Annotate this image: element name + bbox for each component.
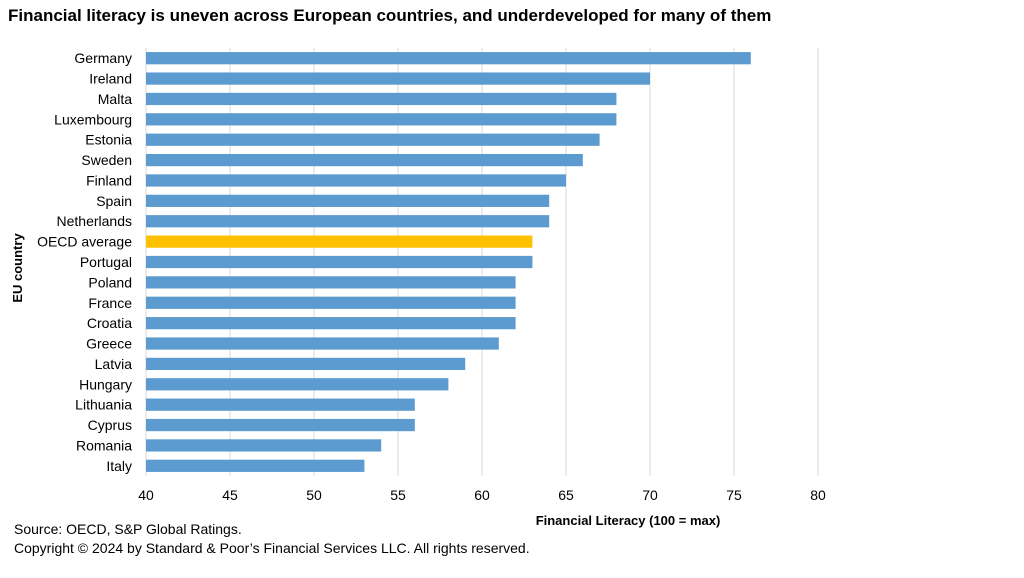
source-line: Source: OECD, S&P Global Ratings. [14, 521, 242, 537]
category-label: France [88, 295, 132, 311]
category-label: Finland [86, 172, 132, 188]
category-label: Spain [96, 193, 132, 209]
bar-poland [146, 276, 516, 289]
bar-malta [146, 92, 617, 106]
category-label: Portugal [80, 254, 132, 270]
chart-title: Financial literacy is uneven across Euro… [8, 6, 772, 25]
bars [146, 52, 751, 472]
bar-netherlands [146, 215, 550, 228]
category-label: Romania [76, 437, 132, 453]
x-tick-label: 80 [810, 487, 826, 503]
category-label: Italy [106, 458, 132, 474]
bar-oecd-average [146, 235, 533, 248]
x-tick-label: 65 [558, 487, 574, 503]
category-label: Latvia [95, 356, 133, 372]
bar-italy [146, 459, 365, 472]
category-label: Poland [88, 274, 132, 290]
category-label: Greece [86, 336, 132, 352]
y-axis-title: EU country [10, 233, 25, 303]
x-tick-label: 60 [474, 487, 490, 503]
x-tick-label: 50 [306, 487, 322, 503]
category-label: Sweden [81, 152, 132, 168]
category-label: Ireland [89, 71, 132, 87]
bar-germany [146, 52, 751, 65]
bar-greece [146, 337, 499, 350]
category-label: Croatia [87, 315, 132, 331]
category-label: Cyprus [88, 417, 132, 433]
bar-sweden [146, 153, 583, 167]
category-labels: Germany Ireland Malta Luxembourg Estonia Swed… [37, 50, 132, 474]
bar-lithuania [146, 398, 415, 411]
bar-finland [146, 174, 566, 187]
x-tick-label: 55 [390, 487, 406, 503]
category-label: Lithuania [75, 397, 132, 413]
bar-latvia [146, 357, 466, 371]
x-tick-label: 45 [222, 487, 238, 503]
bar-cyprus [146, 418, 415, 432]
category-label: Luxembourg [54, 111, 132, 127]
bar-spain [146, 194, 550, 207]
bar-luxembourg [146, 113, 617, 126]
bar-ireland [146, 72, 650, 85]
category-label: Estonia [85, 132, 132, 148]
bar-hungary [146, 378, 449, 391]
category-label: Hungary [79, 376, 132, 392]
copyright-line: Copyright © 2024 by Standard & Poor’s Fi… [14, 540, 530, 556]
x-tick-label: 75 [726, 487, 742, 503]
bar-croatia [146, 317, 516, 330]
x-tick-labels: 40 45 50 55 60 65 70 75 80 [138, 487, 826, 503]
category-label: Malta [98, 91, 132, 107]
source-note: Source: OECD, S&P Global Ratings. Copyri… [14, 520, 530, 558]
x-axis-title: Financial Literacy (100 = max) [536, 513, 721, 528]
category-label: Germany [74, 50, 132, 66]
bar-france [146, 296, 516, 309]
bar-portugal [146, 255, 533, 269]
category-label: Netherlands [57, 213, 133, 229]
x-tick-label: 40 [138, 487, 154, 503]
x-tick-label: 70 [642, 487, 658, 503]
category-label: OECD average [37, 234, 132, 250]
bar-romania [146, 439, 382, 452]
bar-estonia [146, 133, 600, 146]
